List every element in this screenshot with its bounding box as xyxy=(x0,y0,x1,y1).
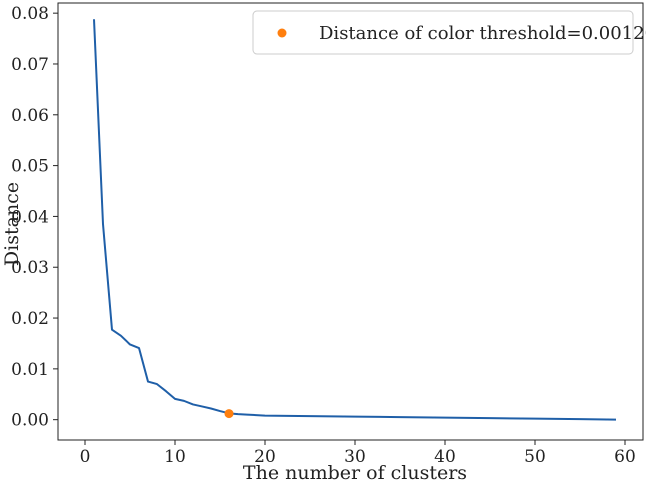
x-tick-label: 0 xyxy=(80,447,91,467)
x-tick-label: 50 xyxy=(524,447,546,467)
x-axis-label: The number of clusters xyxy=(243,462,467,484)
legend-marker xyxy=(277,28,287,38)
legend-box xyxy=(252,10,634,55)
y-tick-label: 0.07 xyxy=(11,55,49,75)
x-tick-label: 60 xyxy=(614,447,636,467)
y-tick-label: 0.03 xyxy=(11,258,49,278)
series-layer xyxy=(93,19,617,421)
y-tick-label: 0.05 xyxy=(11,157,49,177)
y-tick-label: 0.08 xyxy=(11,4,49,24)
y-tick-label: 0.00 xyxy=(11,411,49,431)
y-axis-label: Distance xyxy=(1,182,23,266)
x-tick-label: 20 xyxy=(254,447,276,467)
x-tick-label: 30 xyxy=(344,447,366,467)
y-tick-label: 0.04 xyxy=(11,207,49,227)
x-tick-label: 40 xyxy=(434,447,456,467)
x-axis-ticks: 0 10 20 30 40 50 60 xyxy=(80,440,636,467)
y-tick-label: 0.02 xyxy=(11,309,49,329)
y-axis-ticks: 0.00 0.01 0.02 0.03 0.04 0.05 0.06 0.07 0.08 xyxy=(11,4,58,431)
y-tick-label: 0.01 xyxy=(11,360,49,380)
threshold-point xyxy=(224,409,234,419)
series-line xyxy=(93,19,617,421)
plot-border xyxy=(57,2,644,441)
x-tick-label: 10 xyxy=(164,447,186,467)
legend: Distance of color threshold=0.00120 xyxy=(252,10,646,55)
plot-frame xyxy=(57,2,644,441)
y-tick-label: 0.06 xyxy=(11,106,49,126)
legend-label: Distance of color threshold=0.00120 xyxy=(319,23,646,44)
